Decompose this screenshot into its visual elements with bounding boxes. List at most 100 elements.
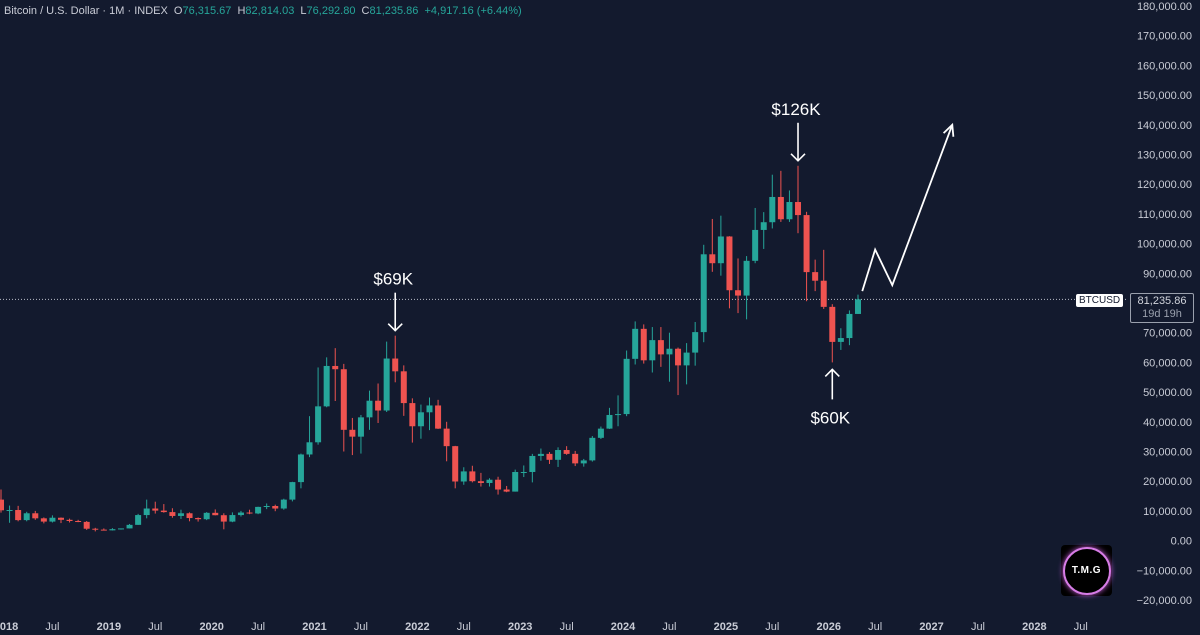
candle-body	[726, 236, 733, 291]
y-tick-label: −10,000.00	[1137, 565, 1192, 577]
candle-body	[657, 340, 664, 355]
candle-body	[692, 332, 699, 353]
candle-body	[195, 518, 202, 520]
candle	[597, 426, 604, 440]
candle	[323, 357, 330, 408]
candle-body	[126, 524, 133, 529]
annotation-arrow-head	[824, 368, 840, 377]
tmg-logo: T.M.G	[1061, 545, 1112, 596]
candle-body	[452, 446, 459, 482]
candle	[486, 478, 493, 487]
candle	[812, 259, 819, 292]
candle-body	[409, 403, 416, 427]
candle	[23, 511, 30, 522]
x-tick-label: Jul	[251, 621, 265, 633]
candle	[246, 509, 253, 515]
y-axis: 180,000.00 170,000.00 160,000.00 150,000.00…	[1137, 1, 1192, 607]
candle	[383, 341, 390, 412]
candle-body	[709, 254, 716, 264]
y-tick-label: 0.00	[1171, 536, 1192, 548]
x-tick-label: Jul	[560, 621, 574, 633]
candle	[255, 506, 262, 515]
candle	[786, 190, 793, 222]
candle-body	[640, 328, 647, 361]
candle	[212, 509, 219, 516]
candle-body	[32, 513, 39, 519]
candle	[340, 363, 347, 452]
candle-body	[537, 453, 544, 456]
candle-body	[169, 512, 176, 516]
candle-body	[597, 428, 604, 438]
candle	[666, 332, 673, 382]
x-tick-label: 2022	[405, 621, 429, 633]
y-tick-label: 110,000.00	[1138, 209, 1192, 221]
candle-body	[75, 520, 82, 522]
candle-body	[589, 437, 596, 461]
candle-body	[495, 479, 502, 490]
candle-body	[0, 499, 4, 511]
candle-body	[152, 508, 159, 511]
candle-body	[143, 508, 150, 516]
candle	[186, 512, 193, 522]
candle	[846, 310, 853, 346]
low-label: L	[300, 5, 307, 17]
candle	[400, 365, 407, 416]
candle-body	[280, 499, 287, 509]
candle-body	[512, 471, 519, 492]
y-tick-label: 90,000.00	[1143, 268, 1192, 280]
y-tick-label: 10,000.00	[1143, 506, 1192, 518]
x-tick-label: 2027	[919, 621, 943, 633]
candle	[297, 453, 304, 489]
symbol-title[interactable]: Bitcoin / U.S. Dollar · 1M · INDEX	[4, 5, 168, 17]
candle-body	[135, 515, 142, 525]
x-tick-label: 2019	[97, 621, 121, 633]
candle	[700, 244, 707, 343]
candle	[692, 322, 699, 366]
candle-body	[769, 196, 776, 223]
y-tick-label: 160,000.00	[1137, 60, 1192, 72]
candle-body	[383, 358, 390, 411]
candle	[537, 448, 544, 461]
y-tick-label: 30,000.00	[1143, 447, 1192, 459]
annotations: $69K $126K $60K	[373, 100, 850, 428]
candle-body	[777, 196, 784, 220]
x-tick-label: Jul	[868, 621, 882, 633]
x-tick-label: 2020	[199, 621, 223, 633]
candle	[615, 395, 622, 427]
candle	[143, 499, 150, 519]
candle	[546, 452, 553, 464]
candle-body	[49, 517, 56, 522]
candle-body	[717, 236, 724, 264]
candle	[580, 458, 587, 467]
y-tick-label: 20,000.00	[1143, 476, 1192, 488]
candle-body	[306, 442, 313, 455]
candle	[657, 327, 664, 367]
candle-body	[237, 512, 244, 516]
candle-body	[6, 510, 13, 512]
y-tick-label: −20,000.00	[1137, 595, 1192, 607]
price-annotation: $60K	[810, 368, 851, 427]
candle	[32, 510, 39, 520]
open-value: 76,315.67	[182, 5, 232, 17]
y-tick-label: 140,000.00	[1137, 120, 1192, 132]
candle-body	[486, 479, 493, 483]
candle-body	[855, 299, 861, 314]
candle	[109, 528, 116, 531]
candle	[769, 174, 776, 229]
y-tick-label: 70,000.00	[1143, 328, 1192, 340]
candle	[443, 421, 450, 462]
candle-body	[520, 471, 527, 473]
candle-body	[683, 352, 690, 366]
candle	[495, 476, 502, 495]
candle-body	[837, 338, 844, 342]
candle	[83, 520, 90, 530]
candle	[837, 328, 844, 350]
candle	[229, 512, 236, 523]
candle-body	[392, 358, 399, 372]
candle	[263, 503, 270, 510]
candle	[152, 501, 159, 514]
candle-body	[649, 340, 656, 361]
y-tick-label: 120,000.00	[1137, 179, 1192, 191]
x-tick-label: Jul	[765, 621, 779, 633]
